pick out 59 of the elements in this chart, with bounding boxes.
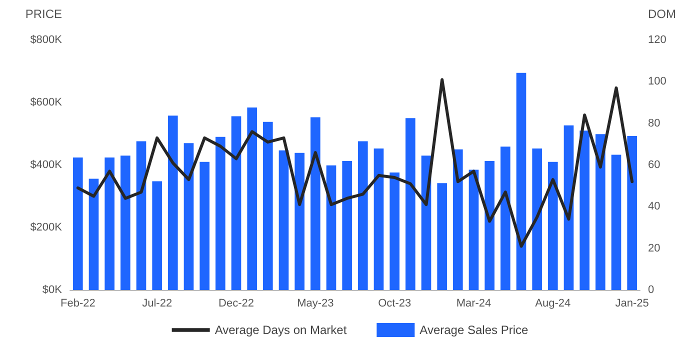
bar — [263, 122, 273, 290]
bar — [216, 136, 226, 290]
y-axis-title: PRICE — [25, 7, 62, 21]
bar — [611, 154, 622, 290]
y2-tick-label: 40 — [648, 200, 660, 213]
bar — [294, 152, 304, 290]
bar — [406, 118, 416, 290]
bar — [532, 148, 542, 290]
bar — [358, 141, 368, 290]
bar — [453, 149, 463, 290]
bar — [278, 150, 289, 290]
bar — [326, 165, 336, 290]
x-tick-label: Dec-22 — [218, 298, 254, 310]
bar — [342, 160, 352, 290]
line-series — [76, 78, 634, 248]
bar — [104, 158, 114, 290]
bar — [168, 116, 178, 290]
y-tick-label: $400K — [30, 159, 63, 171]
y-tick-label: $200K — [30, 222, 63, 234]
x-tick-label: May-23 — [297, 298, 334, 310]
bar — [136, 141, 146, 290]
bar — [627, 136, 637, 290]
bar — [548, 162, 558, 290]
y2-tick-label: 0 — [648, 284, 654, 296]
x-tick-label: Jul-22 — [142, 298, 172, 310]
bar — [310, 117, 320, 290]
bar — [468, 170, 479, 290]
y2-axis-title: DOM — [648, 7, 676, 21]
y2-tick-label: 60 — [648, 159, 660, 171]
bar — [374, 148, 384, 290]
x-tick-label: Mar-24 — [456, 298, 492, 310]
bar — [231, 116, 242, 290]
bar — [390, 172, 400, 290]
y2-tick-label: 20 — [648, 242, 660, 254]
bar — [500, 146, 510, 290]
bar — [184, 143, 194, 290]
bar — [88, 178, 99, 290]
legend-label: Average Sales Price — [420, 323, 528, 337]
x-tick-label: Oct-23 — [378, 298, 412, 310]
bar — [596, 134, 606, 290]
bar — [120, 156, 130, 290]
bar — [484, 160, 494, 290]
y-tick-label: $600K — [30, 96, 63, 108]
y2-tick-label: 120 — [648, 34, 666, 46]
bar — [580, 130, 590, 290]
y2-tick-label: 100 — [648, 76, 666, 88]
bar — [516, 72, 526, 290]
y2-tick-label: 80 — [648, 117, 660, 130]
legend-label: Average Days on Market — [214, 323, 348, 337]
x-tick-label: Jan-25 — [615, 298, 649, 310]
y-tick-label: $800K — [30, 34, 63, 46]
bar — [200, 162, 210, 290]
x-tick-label: Feb-22 — [60, 298, 96, 310]
y-tick-label: $0K — [42, 284, 63, 296]
bar — [437, 183, 447, 290]
bar — [152, 181, 162, 290]
bar — [73, 158, 83, 290]
x-tick-label: Aug-24 — [535, 298, 571, 310]
bar — [247, 108, 257, 290]
